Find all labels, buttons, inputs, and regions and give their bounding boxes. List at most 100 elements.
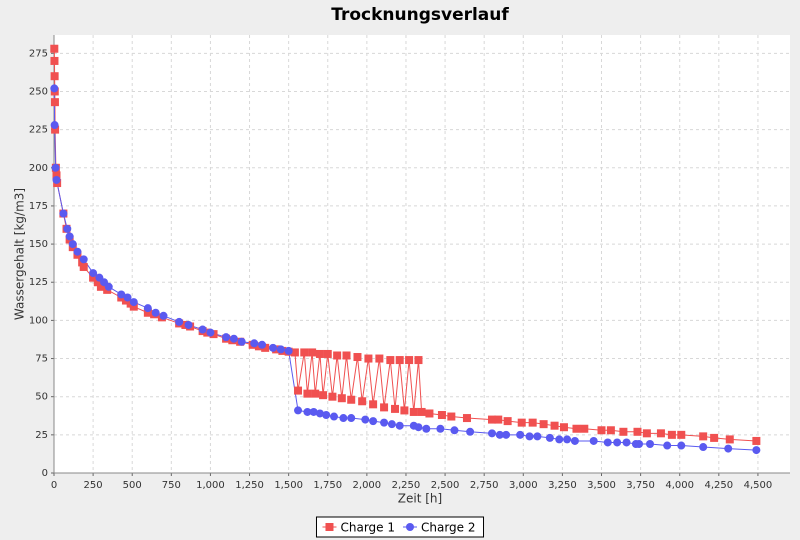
marker	[117, 290, 126, 299]
marker	[488, 415, 497, 424]
marker	[414, 423, 423, 432]
marker	[437, 411, 446, 420]
x-tick-label: 2,500	[431, 480, 460, 491]
marker	[73, 247, 82, 256]
marker	[386, 356, 395, 365]
x-tick-label: 2,000	[353, 480, 382, 491]
marker	[533, 432, 542, 441]
y-tick-label: 25	[35, 430, 48, 441]
x-tick-label: 1,750	[313, 480, 342, 491]
y-tick-label: 100	[29, 315, 48, 326]
marker	[303, 407, 312, 416]
marker	[502, 430, 511, 439]
marker	[79, 262, 88, 271]
marker	[276, 345, 285, 354]
marker	[330, 412, 339, 421]
x-tick-label: 4,250	[705, 480, 734, 491]
marker	[525, 432, 534, 441]
marker	[517, 418, 526, 427]
marker	[391, 404, 400, 413]
marker	[395, 421, 404, 430]
marker	[322, 411, 331, 420]
marker	[308, 348, 317, 357]
marker	[198, 325, 207, 334]
marker	[375, 354, 384, 363]
x-tick-label: 750	[162, 480, 181, 491]
marker	[369, 417, 378, 426]
marker	[613, 438, 622, 447]
marker	[559, 423, 568, 432]
marker	[699, 443, 708, 452]
marker	[528, 418, 537, 427]
x-tick-label: 2,750	[470, 480, 499, 491]
marker	[290, 348, 299, 357]
marker	[353, 353, 362, 362]
marker	[50, 44, 59, 53]
x-tick-label: 3,750	[626, 480, 655, 491]
x-tick-label: 0	[51, 480, 57, 491]
marker	[635, 440, 644, 449]
marker	[447, 412, 456, 421]
x-tick-label: 3,250	[548, 480, 577, 491]
marker	[494, 415, 503, 424]
marker	[699, 432, 708, 441]
marker	[409, 407, 418, 416]
x-axis-label: Zeit [h]	[398, 492, 442, 506]
marker	[89, 269, 98, 278]
x-tick-label: 250	[84, 480, 103, 491]
marker	[516, 430, 525, 439]
marker	[405, 356, 414, 365]
marker	[633, 427, 642, 436]
marker	[129, 302, 138, 311]
marker	[450, 426, 459, 435]
y-tick-label: 0	[42, 468, 48, 479]
x-tick-label: 1,500	[274, 480, 303, 491]
marker	[752, 446, 761, 455]
marker	[380, 403, 389, 412]
marker	[347, 414, 356, 423]
marker	[580, 424, 589, 433]
marker	[606, 426, 615, 435]
marker	[303, 389, 312, 398]
marker	[151, 308, 160, 317]
marker	[710, 433, 719, 442]
marker	[563, 435, 572, 444]
marker	[89, 273, 98, 282]
marker	[589, 436, 598, 445]
y-tick-label: 50	[35, 392, 48, 403]
marker	[284, 346, 293, 355]
marker	[52, 171, 61, 180]
marker	[369, 400, 378, 409]
marker	[104, 282, 113, 291]
marker	[539, 420, 548, 429]
marker	[361, 415, 370, 424]
marker	[619, 427, 628, 436]
marker	[622, 438, 631, 447]
marker	[269, 343, 278, 352]
marker	[65, 232, 74, 241]
marker	[79, 255, 88, 264]
marker	[319, 391, 328, 400]
chart-title: Trocknungsverlauf	[331, 5, 509, 25]
marker	[724, 444, 733, 453]
marker	[68, 240, 77, 249]
marker	[294, 386, 303, 395]
x-tick-label: 1,250	[235, 480, 264, 491]
y-axis-label: Wassergehalt [kg/m3]	[13, 188, 27, 320]
marker	[309, 407, 318, 416]
marker	[261, 343, 270, 352]
marker	[300, 348, 309, 357]
marker	[50, 98, 59, 107]
marker	[311, 389, 320, 398]
marker	[603, 438, 612, 447]
marker	[645, 440, 654, 449]
marker	[250, 339, 259, 348]
y-tick-label: 175	[29, 201, 48, 212]
marker	[663, 441, 672, 450]
marker	[417, 407, 426, 416]
y-tick-label: 225	[29, 125, 48, 136]
marker	[51, 163, 60, 172]
marker	[50, 56, 59, 65]
marker	[59, 209, 68, 218]
marker	[50, 84, 59, 93]
